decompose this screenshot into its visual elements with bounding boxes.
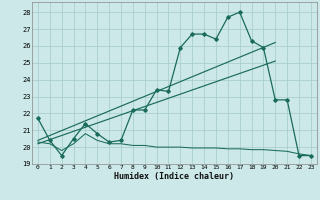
X-axis label: Humidex (Indice chaleur): Humidex (Indice chaleur) bbox=[115, 172, 234, 181]
